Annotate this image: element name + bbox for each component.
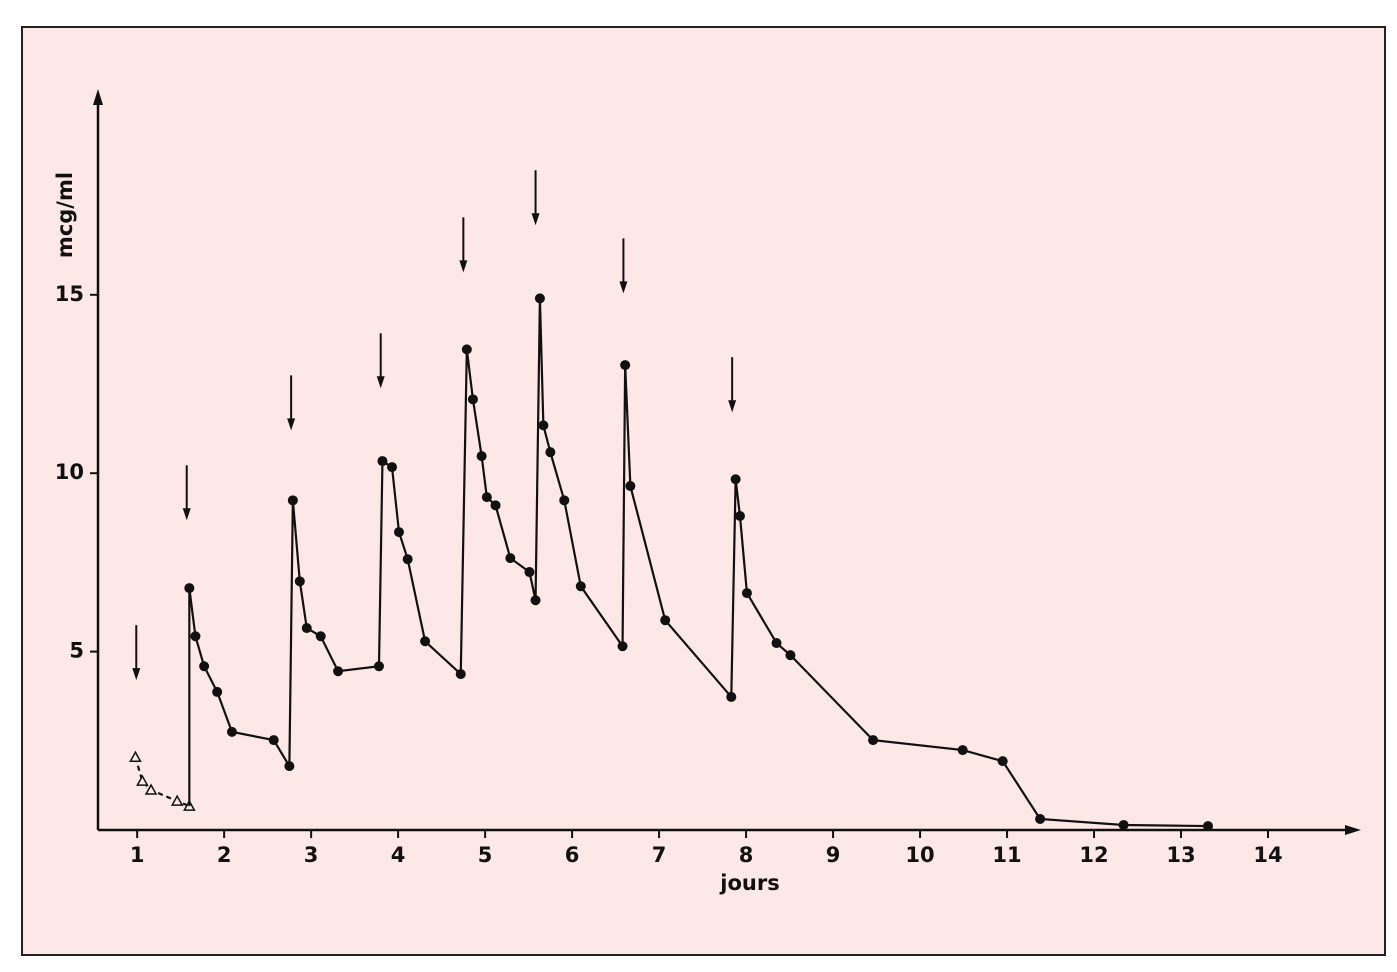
point bbox=[402, 554, 413, 565]
point bbox=[268, 735, 279, 746]
point bbox=[373, 661, 384, 672]
point bbox=[538, 420, 549, 431]
point bbox=[420, 636, 431, 647]
x-tick-label: 3 bbox=[304, 843, 319, 867]
point bbox=[226, 726, 237, 737]
point bbox=[481, 492, 492, 503]
dose-arrow-head bbox=[376, 376, 385, 389]
y-tick-label: 5 bbox=[69, 639, 84, 663]
point bbox=[660, 615, 671, 626]
point bbox=[190, 631, 201, 642]
dose-arrow-head bbox=[132, 668, 141, 681]
x-axis-label: jours bbox=[719, 871, 779, 895]
point bbox=[868, 735, 879, 746]
x-tick-label: 13 bbox=[1166, 843, 1195, 867]
frame bbox=[21, 26, 1386, 956]
x-tick-label: 10 bbox=[905, 843, 934, 867]
point bbox=[1202, 821, 1213, 832]
point bbox=[212, 686, 223, 697]
point bbox=[461, 344, 472, 355]
x-tick-label: 9 bbox=[826, 843, 841, 867]
x-tick-label: 12 bbox=[1079, 843, 1108, 867]
point bbox=[490, 500, 501, 511]
dose-arrow-head bbox=[182, 508, 191, 521]
point bbox=[997, 756, 1008, 767]
x-tick-label: 8 bbox=[739, 843, 754, 867]
y-axis-arrow bbox=[93, 89, 103, 105]
point bbox=[1035, 813, 1046, 824]
point bbox=[387, 462, 398, 473]
point bbox=[625, 481, 636, 492]
x-tick-label: 14 bbox=[1253, 843, 1282, 867]
point bbox=[730, 474, 741, 485]
point bbox=[771, 638, 782, 649]
x-tick-label: 11 bbox=[992, 843, 1021, 867]
dose-arrow-head bbox=[459, 260, 468, 273]
point bbox=[617, 641, 628, 652]
point bbox=[315, 631, 326, 642]
point bbox=[524, 567, 535, 578]
point bbox=[505, 553, 516, 564]
x-tick-label: 4 bbox=[391, 843, 406, 867]
x-tick-label: 6 bbox=[565, 843, 580, 867]
point bbox=[559, 495, 570, 506]
point bbox=[333, 666, 344, 677]
x-tick-label: 5 bbox=[478, 843, 493, 867]
point bbox=[785, 650, 796, 661]
point bbox=[734, 511, 745, 522]
point bbox=[575, 581, 586, 592]
y-axis-label: mcg/ml bbox=[53, 172, 77, 258]
x-tick-label: 7 bbox=[652, 843, 667, 867]
dose-arrow-head bbox=[287, 418, 296, 431]
point bbox=[467, 394, 478, 405]
point bbox=[377, 456, 388, 467]
point bbox=[301, 623, 312, 634]
x-tick-label: 2 bbox=[217, 843, 232, 867]
x-tick-label: 1 bbox=[130, 843, 145, 867]
point bbox=[294, 576, 305, 587]
point bbox=[455, 669, 466, 680]
point bbox=[957, 745, 968, 756]
series-line bbox=[188, 298, 1209, 828]
point bbox=[545, 447, 556, 458]
point bbox=[284, 761, 295, 772]
dose-arrow-head bbox=[531, 213, 540, 226]
point bbox=[534, 293, 545, 304]
point bbox=[741, 588, 752, 599]
y-tick-label: 10 bbox=[55, 460, 84, 484]
point bbox=[287, 495, 298, 506]
point bbox=[129, 750, 142, 762]
point bbox=[393, 527, 404, 538]
y-tick-label: 15 bbox=[55, 282, 84, 306]
point bbox=[136, 774, 149, 786]
x-axis-arrow bbox=[1345, 825, 1361, 835]
dose-arrow-head bbox=[619, 281, 628, 294]
point bbox=[620, 360, 631, 371]
dose-arrow-head bbox=[728, 400, 737, 413]
point bbox=[1118, 820, 1129, 831]
point bbox=[199, 661, 210, 672]
point bbox=[170, 794, 184, 806]
point bbox=[530, 595, 541, 606]
point bbox=[144, 783, 158, 795]
point bbox=[726, 691, 737, 702]
point bbox=[476, 451, 487, 462]
